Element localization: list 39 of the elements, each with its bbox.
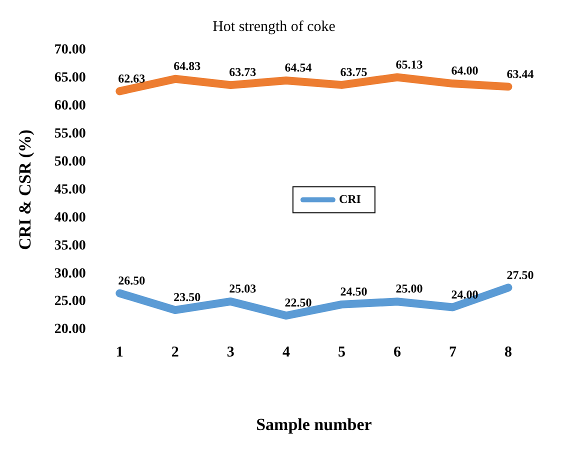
y-tick-label: 35.00 [54,238,86,254]
x-axis-title: Sample number [256,415,372,434]
y-tick-label: 50.00 [54,154,86,170]
y-tick-label: 55.00 [54,126,86,142]
data-label: 24.50 [340,284,368,299]
data-label: 62.63 [118,71,146,86]
data-label: 64.00 [451,64,478,78]
y-tick-label: 20.00 [54,322,86,338]
data-label: 24.00 [451,287,478,302]
x-tick-label: 8 [504,344,512,360]
y-tick-label: 65.00 [54,70,86,86]
y-tick-label: 60.00 [54,98,86,114]
x-tick-label: 4 [282,344,290,360]
data-label: 64.83 [174,59,201,74]
x-tick-label: 1 [116,344,124,360]
data-label: 23.50 [174,290,201,304]
y-axis-title: CRI & CSR (%) [16,130,35,250]
x-tick-label: 2 [171,344,179,360]
data-label: 65.13 [396,57,423,72]
data-label: 22.50 [284,296,312,310]
data-label: 63.75 [340,65,368,80]
data-label: 25.03 [229,282,256,296]
chart-title: Hot strength of coke [212,18,336,35]
y-tick-label: 30.00 [54,266,86,282]
data-label: 26.50 [118,273,146,288]
x-tick-label: 6 [393,344,402,360]
y-tick-label: 25.00 [54,294,86,310]
data-label: 63.44 [506,66,534,81]
x-tick-label: 7 [448,344,457,360]
y-tick-label: 40.00 [54,210,86,226]
x-tick-label: 3 [226,344,234,360]
y-tick-label: 70.00 [54,42,86,58]
data-label: 25.00 [396,282,423,296]
data-label: 27.50 [506,268,534,282]
legend-label: CRI [338,192,362,206]
x-tick-label: 5 [338,344,346,360]
data-label: 64.54 [284,60,312,75]
y-tick-label: 45.00 [54,182,86,198]
data-label: 63.73 [229,65,256,80]
